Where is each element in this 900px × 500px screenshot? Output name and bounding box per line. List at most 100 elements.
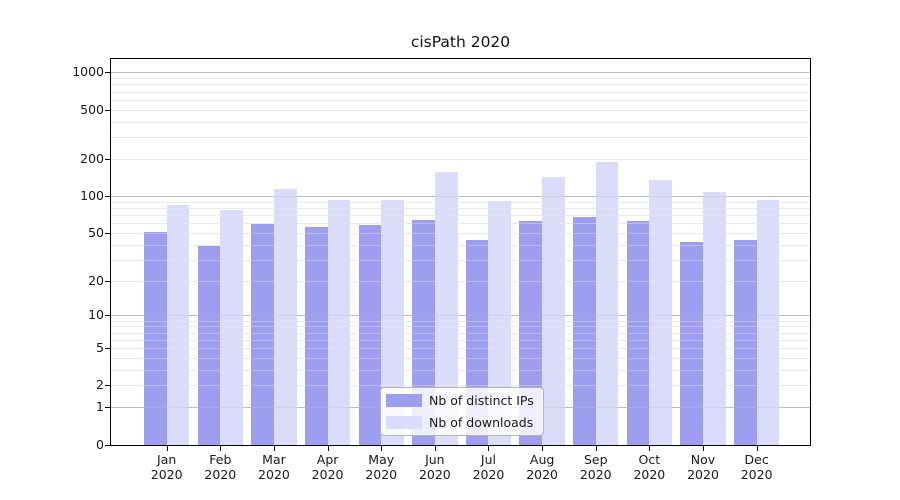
gridline-major-10 <box>111 315 810 317</box>
x-tick-label-year-oct: 2020 <box>633 466 666 482</box>
bar-distinct-ips-dec <box>733 239 757 445</box>
bar-distinct-ips-sep <box>573 217 596 445</box>
bar-downloads-nov <box>703 192 726 445</box>
bar-distinct-ips-feb <box>197 245 221 445</box>
y-tick-label-0: 0 <box>96 436 104 452</box>
gridline-minor-5 <box>111 348 810 349</box>
x-tick-label-year-nov: 2020 <box>687 466 719 482</box>
y-tick-label-100: 100 <box>80 187 104 203</box>
x-tick-label-year-mar: 2020 <box>258 466 290 482</box>
y-tick-label-500: 500 <box>80 101 104 117</box>
y-tick-label-20: 20 <box>88 272 104 288</box>
x-tick-label-year-jul: 2020 <box>472 466 505 482</box>
x-tick-label-year-feb: 2020 <box>204 466 237 482</box>
y-tick-20 <box>105 280 110 282</box>
bar-distinct-ips-nov <box>680 241 703 445</box>
gridline-minor-60 <box>111 223 810 225</box>
x-tick-jul <box>488 446 490 451</box>
x-tick-label-dec: Dec 2020 <box>725 452 789 482</box>
gridline-minor-4 <box>111 357 810 359</box>
gridline-minor-600 <box>111 99 810 101</box>
legend-swatch-distinct-ips <box>386 394 422 407</box>
gridline-minor-200 <box>111 158 810 160</box>
x-tick-nov <box>703 446 704 451</box>
y-tick-100 <box>105 195 110 197</box>
bar-downloads-jun <box>434 172 458 445</box>
x-tick-apr <box>327 446 329 451</box>
y-tick-label-5: 5 <box>96 340 104 355</box>
x-tick-label-nov: Nov 2020 <box>671 452 735 482</box>
bar-downloads-feb <box>220 209 244 445</box>
bar-distinct-ips-jan <box>144 231 167 445</box>
bar-downloads-oct <box>649 179 673 445</box>
x-tick-label-mar: Mar 2020 <box>242 452 306 482</box>
gridline-minor-400 <box>111 121 810 123</box>
x-tick-may <box>381 446 383 451</box>
y-tick-label-1000: 1000 <box>72 64 104 80</box>
x-tick-label-feb: Feb 2020 <box>188 452 252 482</box>
y-tick-1 <box>105 407 110 409</box>
bar-downloads-sep <box>595 161 619 445</box>
x-tick-label-aug: Aug 2020 <box>510 452 574 482</box>
legend-label-distinct-ips: Nb of distinct IPs <box>429 393 534 408</box>
x-tick-jun <box>434 446 436 451</box>
gridline-major-1000 <box>111 72 810 74</box>
x-tick-label-sep: Sep 2020 <box>564 452 628 482</box>
gridline-minor-70 <box>111 214 810 216</box>
x-tick-mar <box>273 446 275 451</box>
y-tick-1000 <box>105 72 110 74</box>
y-tick-label-2: 2 <box>96 377 104 393</box>
bar-distinct-ips-oct <box>626 221 650 445</box>
chart-title: cisPath 2020 <box>410 33 511 51</box>
legend-swatch-downloads <box>386 416 422 429</box>
gridline-minor-20 <box>111 280 810 282</box>
bar-distinct-ips-mar <box>251 224 274 445</box>
y-tick-label-50: 50 <box>88 224 104 240</box>
y-tick-2 <box>105 385 110 387</box>
bar-downloads-jan <box>166 204 190 445</box>
x-tick-label-jun: Jun 2020 <box>403 452 467 482</box>
gridline-minor-6 <box>111 339 810 341</box>
y-tick-label-10: 10 <box>88 307 104 323</box>
x-tick-label-year-jun: 2020 <box>418 466 451 482</box>
gridline-minor-8 <box>111 326 810 328</box>
y-tick-500 <box>105 109 110 111</box>
y-tick-label-200: 200 <box>80 150 104 166</box>
x-tick-feb <box>220 446 222 451</box>
gridline-minor-2 <box>111 385 810 387</box>
gridline-minor-800 <box>111 84 810 86</box>
bar-downloads-aug <box>542 177 565 445</box>
bar-distinct-ips-apr <box>304 226 328 445</box>
gridline-minor-700 <box>111 91 810 93</box>
bar-downloads-mar <box>273 188 297 445</box>
legend-item-downloads: Nb of downloads <box>386 412 543 434</box>
x-tick-label-year-may: 2020 <box>365 466 398 482</box>
x-tick-label-year-dec: 2020 <box>740 466 773 482</box>
y-tick-0 <box>105 444 110 446</box>
legend-item-distinct-ips: Nb of distinct IPs <box>386 390 543 412</box>
x-tick-label-year-apr: 2020 <box>311 466 344 482</box>
gridline-minor-80 <box>111 207 810 209</box>
legend-label-downloads: Nb of downloads <box>429 415 534 430</box>
x-tick-sep <box>595 446 597 451</box>
gridline-minor-300 <box>111 137 810 139</box>
gridline-minor-3 <box>111 369 810 371</box>
y-tick-10 <box>105 315 110 317</box>
gridline-minor-50 <box>111 232 810 234</box>
y-tick-50 <box>105 232 110 234</box>
bar-distinct-ips-may <box>358 224 382 445</box>
x-tick-jan <box>166 446 168 451</box>
x-tick-label-oct: Oct 2020 <box>617 452 681 482</box>
x-tick-label-year-aug: 2020 <box>526 466 559 482</box>
x-tick-label-apr: Apr 2020 <box>296 452 360 482</box>
gridline-minor-9 <box>111 320 810 322</box>
x-tick-label-may: May 2020 <box>349 452 413 482</box>
gridline-minor-90 <box>111 201 810 203</box>
x-tick-label-year-jan: 2020 <box>150 466 183 482</box>
bar-downloads-may <box>381 199 404 445</box>
gridline-minor-30 <box>111 259 810 261</box>
y-tick-200 <box>105 158 110 160</box>
y-tick-label-1: 1 <box>96 399 104 415</box>
x-tick-label-jan: Jan 2020 <box>135 452 199 482</box>
